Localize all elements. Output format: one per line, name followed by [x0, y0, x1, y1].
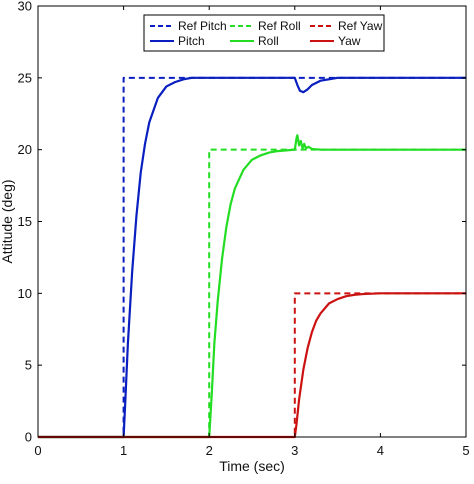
legend-label: Ref Yaw [338, 19, 383, 33]
y-tick-label: 15 [18, 214, 32, 229]
x-tick-label: 0 [34, 443, 41, 458]
y-tick-label: 5 [25, 358, 32, 373]
x-tick-label: 4 [377, 443, 384, 458]
legend-label: Yaw [338, 34, 361, 48]
legend-label: Pitch [178, 34, 205, 48]
series-line-pitch [38, 76, 466, 439]
y-tick-label: 10 [18, 286, 32, 301]
y-tick-label: 0 [25, 430, 32, 445]
legend-label: Ref Roll [258, 19, 301, 33]
series-line-yaw [38, 292, 466, 439]
y-tick-label: 25 [18, 70, 32, 85]
tick-layer: 0 1 2 3 4 5 0 5 10 15 20 25 30 [18, 0, 470, 458]
legend-box [143, 14, 385, 52]
x-axis-title: Time (sec) [219, 458, 285, 474]
x-tick-label: 1 [120, 443, 127, 458]
x-tick-label: 3 [291, 443, 298, 458]
series-line-roll [38, 134, 466, 439]
y-tick-label: 20 [18, 142, 32, 157]
y-tick-label: 30 [18, 0, 32, 14]
x-tick-label: 2 [206, 443, 213, 458]
legend: Ref Pitch Ref Roll Ref Yaw Pitch Roll Yaw [143, 14, 385, 52]
y-axis-title: Attitude (deg) [0, 179, 15, 263]
legend-label: Ref Pitch [178, 19, 227, 33]
x-tick-label: 5 [462, 443, 469, 458]
legend-label: Roll [258, 34, 279, 48]
